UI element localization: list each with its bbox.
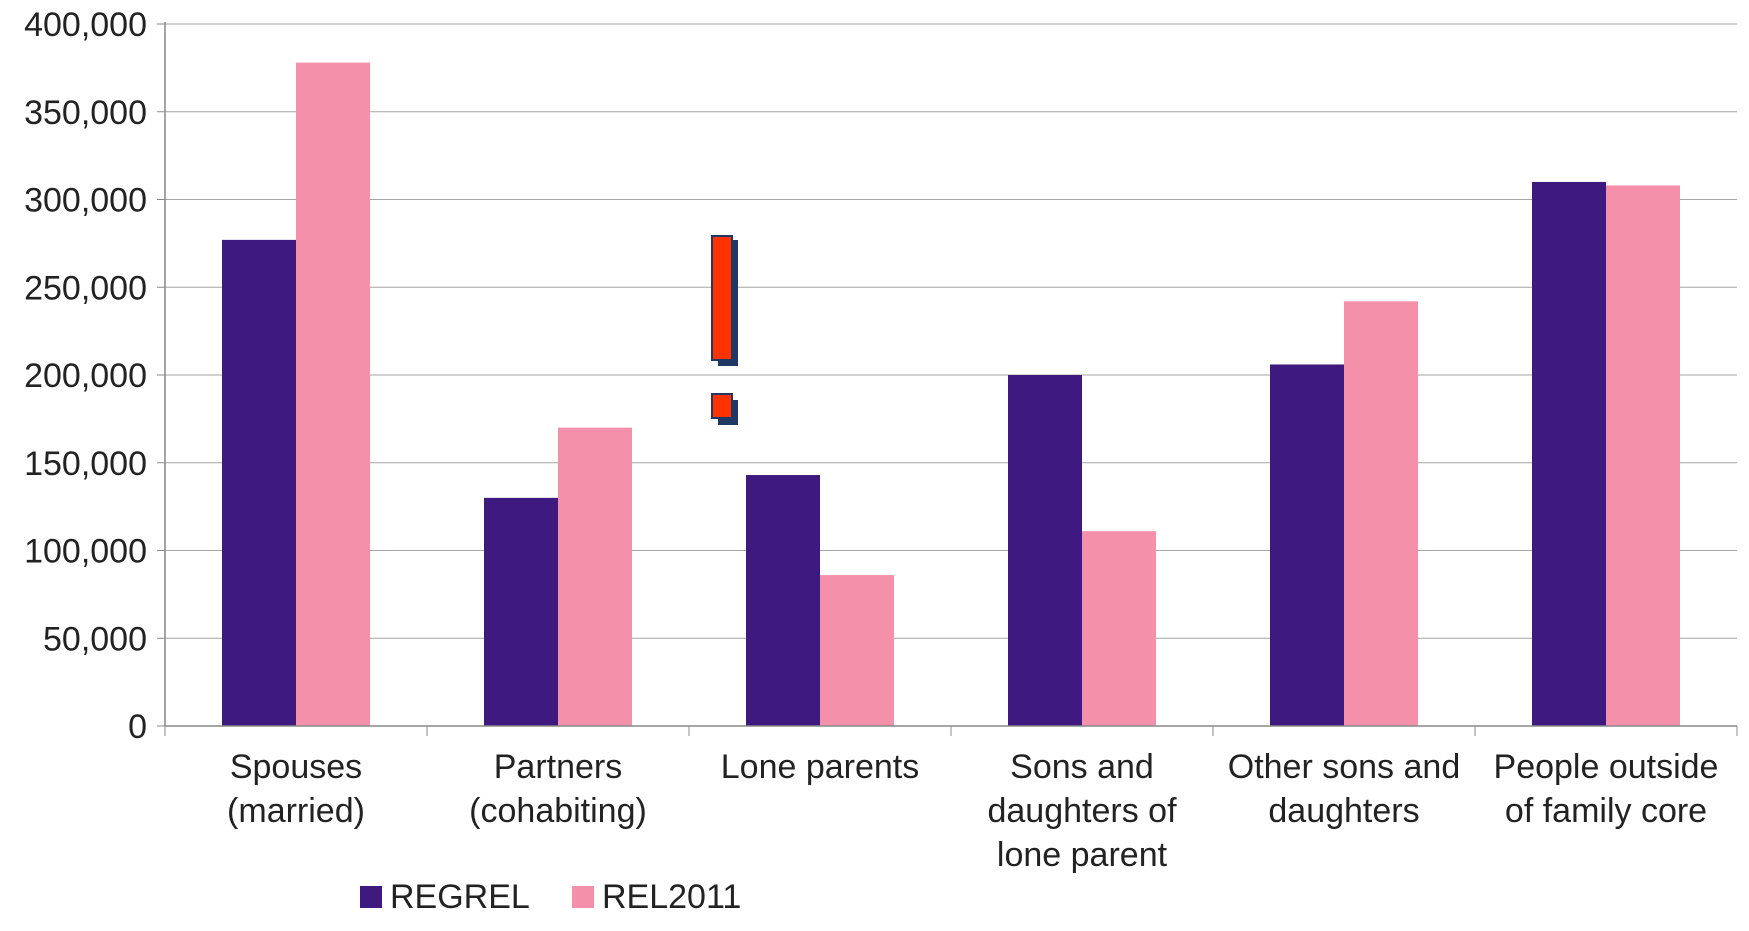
x-tick-label: Sons and daughters of lone parent <box>987 748 1177 874</box>
bar-rel2011 <box>820 575 894 726</box>
x-tick-label: People outside of family core <box>1494 748 1719 830</box>
x-tick-label: Other sons and daughters <box>1228 748 1460 830</box>
y-tick-label: 50,000 <box>43 620 147 658</box>
x-tick-label: Lone parents <box>721 748 920 786</box>
y-tick-labels: 0 50,000 100,000 150,000 200,000 250,000 300,0… <box>24 6 147 746</box>
x-tick-label: Spouses (married) <box>227 748 365 830</box>
axes <box>157 22 1738 736</box>
bar-rel2011 <box>296 62 370 727</box>
legend-label: REGREL <box>390 878 530 916</box>
y-tick-label: 200,000 <box>24 357 147 395</box>
bar-rel2011 <box>1082 531 1156 726</box>
y-tick-label: 150,000 <box>24 445 147 483</box>
y-tick-label: 400,000 <box>24 6 147 44</box>
bar-regrel <box>1008 375 1082 726</box>
bar-rel2011 <box>1606 185 1680 726</box>
exclamation-dot <box>711 393 733 419</box>
bar-rel2011 <box>558 427 632 726</box>
exclamation-icon <box>711 235 738 425</box>
legend: REGREL REL2011 <box>360 878 741 916</box>
y-tick-label: 0 <box>128 708 147 746</box>
bar-rel2011 <box>1344 301 1418 726</box>
y-tick-label: 350,000 <box>24 94 147 132</box>
legend-swatch <box>572 886 594 908</box>
bar-regrel <box>1270 364 1344 726</box>
y-tick-label: 300,000 <box>24 182 147 220</box>
bar-regrel <box>746 475 820 726</box>
x-tick-label: Partners (cohabiting) <box>469 748 647 830</box>
legend-swatch <box>360 886 382 908</box>
x-tick-labels: Spouses (married) Partners (cohabiting) Lone… <box>227 748 1718 874</box>
bar-regrel <box>222 239 296 727</box>
gridlines <box>165 23 1737 639</box>
y-tick-label: 100,000 <box>24 533 147 571</box>
y-tick-label: 250,000 <box>24 269 147 307</box>
legend-label: REL2011 <box>602 878 741 916</box>
exclamation-bar <box>711 235 733 361</box>
bar-regrel <box>484 497 558 726</box>
bars <box>222 62 1680 727</box>
bar-regrel <box>1532 181 1606 726</box>
